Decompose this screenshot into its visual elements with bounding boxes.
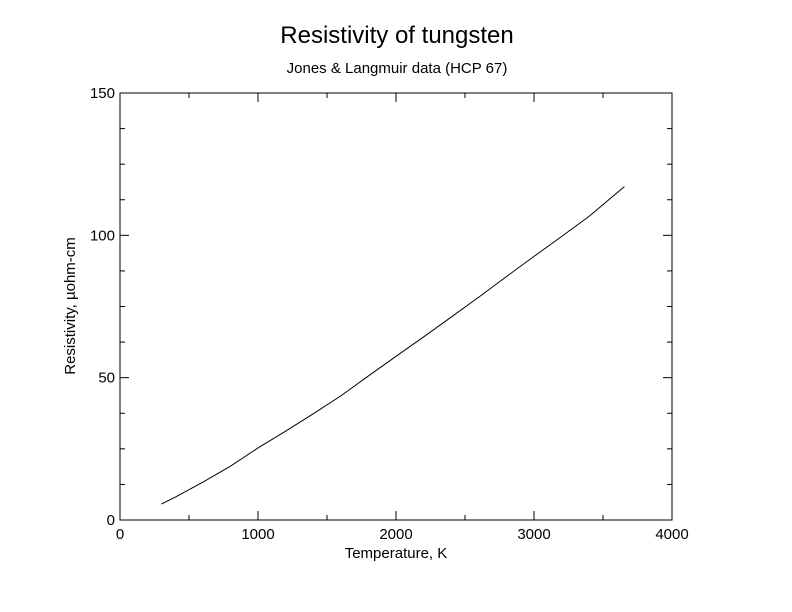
y-tick-label: 150	[90, 85, 115, 102]
x-tick-label: 4000	[655, 526, 688, 543]
data-line	[161, 186, 625, 505]
y-tick-label: 0	[107, 512, 115, 529]
chart-title: Resistivity of tungsten	[280, 22, 513, 49]
x-tick-label: 1000	[241, 526, 274, 543]
x-axis-label: Temperature, K	[345, 545, 448, 562]
y-axis-label: Resistivity, µohm-cm	[62, 237, 79, 375]
x-tick-label: 2000	[379, 526, 412, 543]
x-tick-label: 0	[116, 526, 124, 543]
x-tick-label: 3000	[517, 526, 550, 543]
y-tick-label: 100	[90, 227, 115, 244]
y-tick-label: 50	[98, 370, 115, 387]
chart-subtitle: Jones & Langmuir data (HCP 67)	[287, 60, 508, 77]
